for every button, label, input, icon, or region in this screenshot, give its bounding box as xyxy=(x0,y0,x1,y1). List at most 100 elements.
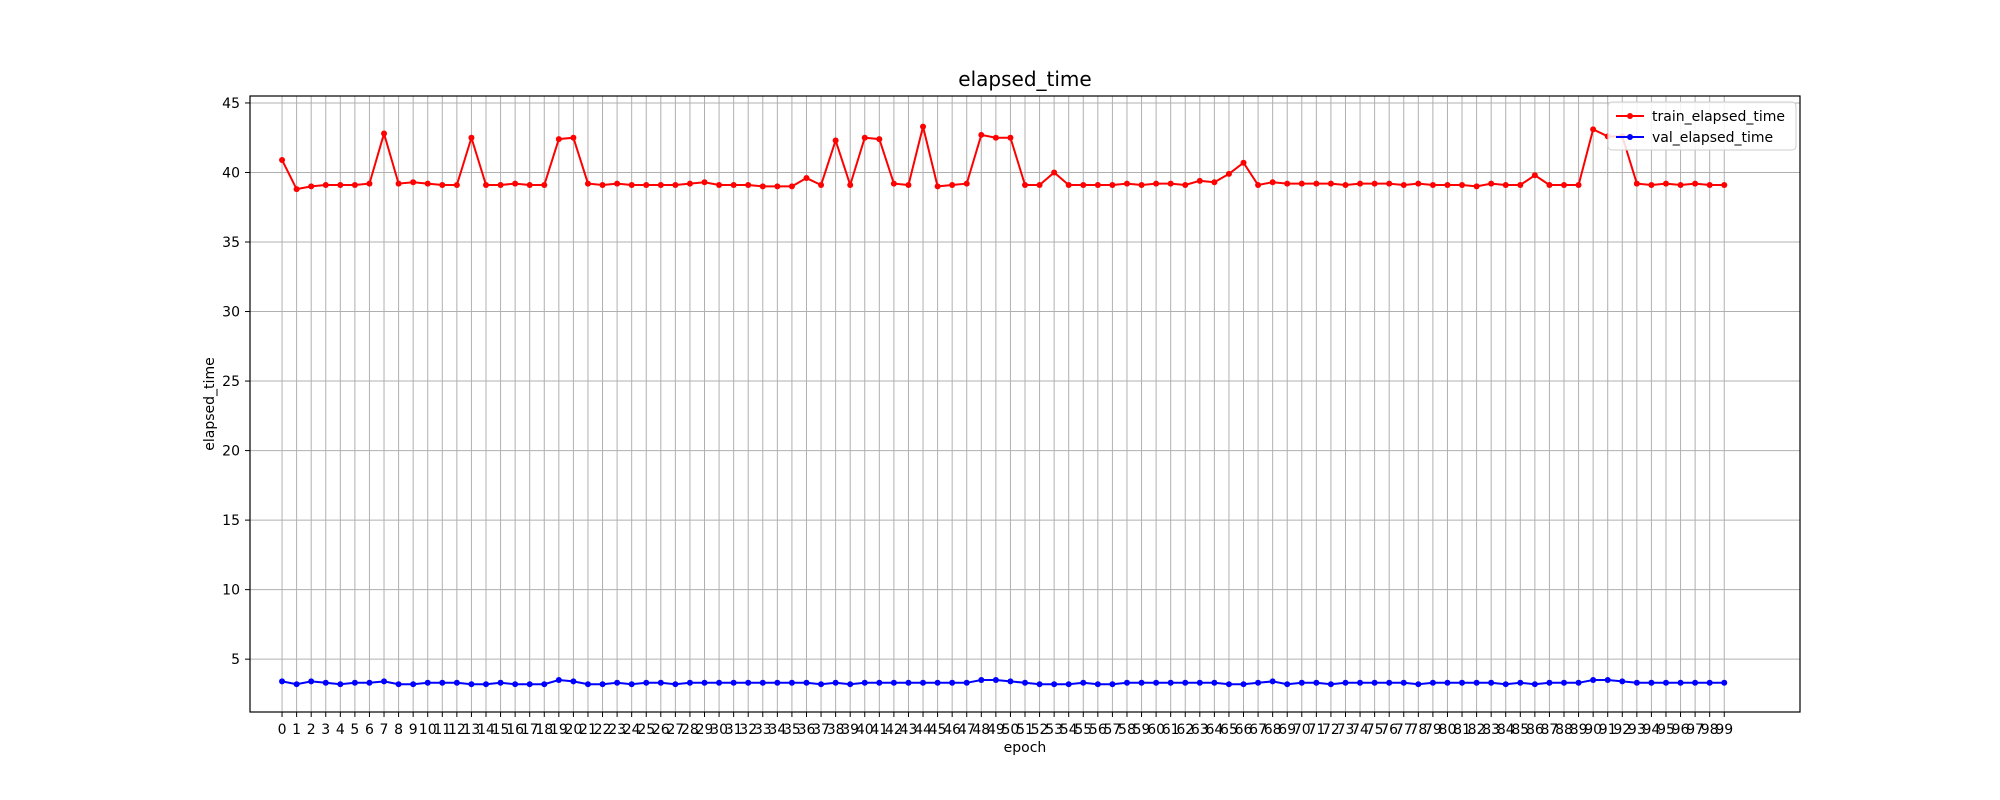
data-point-val_elapsed_time xyxy=(730,679,737,686)
y-tick-label: 30 xyxy=(222,305,240,321)
x-tick-label: 87 xyxy=(1541,722,1559,738)
x-tick-label: 36 xyxy=(798,722,816,738)
data-point-val_elapsed_time xyxy=(1153,679,1160,686)
x-tick-label: 5 xyxy=(350,722,359,738)
x-tick-label: 82 xyxy=(1468,722,1486,738)
x-tick-label: 24 xyxy=(623,722,641,738)
data-point-train_elapsed_time xyxy=(1546,181,1553,188)
data-point-train_elapsed_time xyxy=(1094,181,1101,188)
data-point-val_elapsed_time xyxy=(1517,679,1524,686)
x-tick-label: 33 xyxy=(754,722,772,738)
x-tick-label: 35 xyxy=(783,722,801,738)
data-point-train_elapsed_time xyxy=(453,181,460,188)
data-point-val_elapsed_time xyxy=(1109,681,1116,688)
data-point-val_elapsed_time xyxy=(672,681,679,688)
data-point-train_elapsed_time xyxy=(1429,181,1436,188)
data-point-train_elapsed_time xyxy=(643,181,650,188)
data-point-val_elapsed_time xyxy=(1415,681,1422,688)
data-point-train_elapsed_time xyxy=(730,181,737,188)
data-point-val_elapsed_time xyxy=(861,679,868,686)
data-point-val_elapsed_time xyxy=(308,678,315,685)
y-tick-label: 10 xyxy=(222,583,240,599)
data-point-train_elapsed_time xyxy=(1109,181,1116,188)
data-point-train_elapsed_time xyxy=(279,156,286,163)
x-tick-label: 12 xyxy=(448,722,466,738)
data-point-train_elapsed_time xyxy=(861,134,868,141)
data-point-val_elapsed_time xyxy=(1298,679,1305,686)
x-tick-label: 41 xyxy=(870,722,888,738)
data-point-val_elapsed_time xyxy=(1531,681,1538,688)
data-point-val_elapsed_time xyxy=(322,679,329,686)
x-tick-label: 48 xyxy=(972,722,990,738)
data-point-train_elapsed_time xyxy=(468,134,475,141)
data-point-train_elapsed_time xyxy=(308,183,315,190)
legend: train_elapsed_time val_elapsed_time xyxy=(1607,101,1797,151)
data-point-train_elapsed_time xyxy=(1313,180,1320,187)
data-point-val_elapsed_time xyxy=(905,679,912,686)
x-tick-label: 42 xyxy=(885,722,903,738)
x-tick-label: 71 xyxy=(1307,722,1325,738)
x-tick-label: 27 xyxy=(666,722,684,738)
legend-entry: train_elapsed_time xyxy=(1652,109,1785,125)
x-tick-label: 51 xyxy=(1016,722,1034,738)
data-point-val_elapsed_time xyxy=(890,679,897,686)
data-point-val_elapsed_time xyxy=(1473,679,1480,686)
x-tick-label: 3 xyxy=(321,722,330,738)
x-tick-label: 72 xyxy=(1322,722,1340,738)
data-point-val_elapsed_time xyxy=(1677,679,1684,686)
data-point-train_elapsed_time xyxy=(1488,180,1495,187)
x-tick-label: 92 xyxy=(1613,722,1631,738)
data-point-train_elapsed_time xyxy=(293,186,300,193)
x-tick-label: 15 xyxy=(492,722,510,738)
x-tick-label: 57 xyxy=(1103,722,1121,738)
data-point-train_elapsed_time xyxy=(424,180,431,187)
x-tick-label: 45 xyxy=(929,722,947,738)
data-point-val_elapsed_time xyxy=(803,679,810,686)
data-point-train_elapsed_time xyxy=(1444,181,1451,188)
data-point-val_elapsed_time xyxy=(1488,679,1495,686)
legend-entry: val_elapsed_time xyxy=(1652,130,1773,146)
x-tick-label: 63 xyxy=(1191,722,1209,738)
data-point-train_elapsed_time xyxy=(1327,180,1334,187)
data-point-val_elapsed_time xyxy=(1633,679,1640,686)
data-point-train_elapsed_time xyxy=(366,180,373,187)
y-tick-label: 25 xyxy=(222,374,240,390)
data-point-train_elapsed_time xyxy=(1036,181,1043,188)
x-tick-label: 37 xyxy=(812,722,830,738)
data-point-val_elapsed_time xyxy=(657,679,664,686)
data-point-train_elapsed_time xyxy=(1692,180,1699,187)
x-tick-label: 59 xyxy=(1133,722,1151,738)
data-point-val_elapsed_time xyxy=(541,681,548,688)
x-tick-label: 38 xyxy=(827,722,845,738)
data-point-val_elapsed_time xyxy=(351,679,358,686)
data-point-val_elapsed_time xyxy=(381,678,388,685)
data-point-train_elapsed_time xyxy=(555,136,562,143)
data-point-val_elapsed_time xyxy=(395,681,402,688)
data-point-train_elapsed_time xyxy=(1502,181,1509,188)
x-tick-label: 64 xyxy=(1205,722,1223,738)
data-point-train_elapsed_time xyxy=(570,134,577,141)
data-point-train_elapsed_time xyxy=(745,181,752,188)
data-point-train_elapsed_time xyxy=(482,181,489,188)
data-point-val_elapsed_time xyxy=(439,679,446,686)
x-tick-label: 97 xyxy=(1686,722,1704,738)
grid-layer xyxy=(250,96,1800,712)
data-point-val_elapsed_time xyxy=(1240,681,1247,688)
data-point-val_elapsed_time xyxy=(978,677,985,684)
data-point-val_elapsed_time xyxy=(293,681,300,688)
x-tick-label: 83 xyxy=(1482,722,1500,738)
x-tick-label: 99 xyxy=(1715,722,1733,738)
data-point-val_elapsed_time xyxy=(1619,678,1626,685)
data-point-val_elapsed_time xyxy=(1065,681,1072,688)
legend-box xyxy=(1607,101,1797,151)
data-point-val_elapsed_time xyxy=(774,679,781,686)
x-tick-label: 43 xyxy=(900,722,918,738)
data-point-train_elapsed_time xyxy=(322,181,329,188)
data-point-train_elapsed_time xyxy=(1706,181,1713,188)
data-point-train_elapsed_time xyxy=(1065,181,1072,188)
x-tick-label: 88 xyxy=(1555,722,1573,738)
data-point-train_elapsed_time xyxy=(1298,180,1305,187)
data-point-val_elapsed_time xyxy=(832,679,839,686)
data-point-val_elapsed_time xyxy=(1284,681,1291,688)
